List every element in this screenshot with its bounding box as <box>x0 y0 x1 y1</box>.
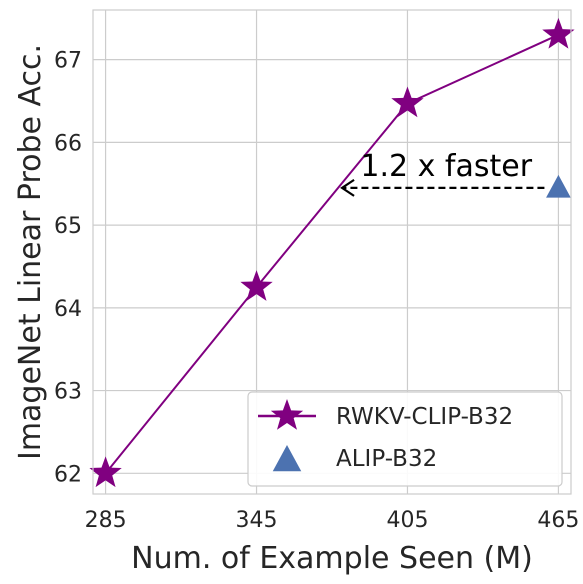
x-tick-label: 465 <box>537 508 579 533</box>
data-point-star <box>542 17 575 49</box>
x-tick-label: 405 <box>386 508 428 533</box>
x-tick-label: 285 <box>85 508 127 533</box>
y-tick-label: 66 <box>54 131 82 156</box>
y-axis-title: ImageNet Linear Probe Acc. <box>13 44 48 460</box>
x-tick-label: 345 <box>236 508 278 533</box>
legend-box <box>247 391 563 487</box>
y-tick-label: 65 <box>54 214 82 239</box>
legend-marker-triangle <box>272 445 302 472</box>
annotation-arrowhead <box>340 178 355 197</box>
legend-label: ALIP-B32 <box>336 446 437 472</box>
y-tick-label: 67 <box>54 49 82 74</box>
y-tick-label: 64 <box>54 297 82 322</box>
data-point-star <box>240 270 273 301</box>
legend: RWKV-CLIP-B32 ALIP-B32 <box>247 391 563 487</box>
data-point-triangle <box>546 174 571 198</box>
series-line-0 <box>104 33 559 474</box>
annotation-text: 1.2 x faster <box>360 149 532 184</box>
legend-label: RWKV-CLIP-B32 <box>336 404 513 430</box>
data-point-star <box>391 86 424 118</box>
annotations: 1.2 x faster <box>340 149 545 197</box>
legend-marker-star <box>270 399 304 430</box>
data-point-star <box>89 456 122 488</box>
y-tick-label: 62 <box>54 462 82 487</box>
axes: 285 345 405 465 62 63 64 65 66 67 <box>54 49 579 533</box>
y-tick-label: 63 <box>54 380 82 405</box>
x-axis-title: Num. of Example Seen (M) <box>131 541 533 576</box>
plot-frame <box>92 9 572 495</box>
series <box>89 17 575 488</box>
